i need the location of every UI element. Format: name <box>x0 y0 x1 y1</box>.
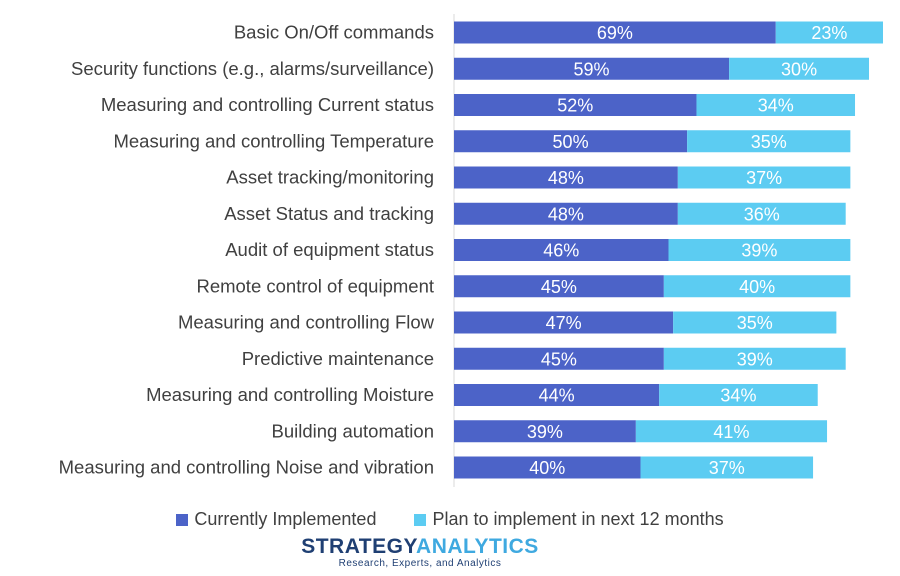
bar-plan-to-implement <box>677 166 851 189</box>
data-label: 59% <box>574 59 610 79</box>
category-label: Measuring and controlling Noise and vibr… <box>59 457 434 478</box>
legend-label-plan-to-implement: Plan to implement in next 12 months <box>432 509 724 529</box>
bar-plan-to-implement <box>687 130 851 153</box>
bar-currently-implemented <box>454 311 674 334</box>
bar-currently-implemented <box>454 420 636 443</box>
data-label: 44% <box>539 386 575 406</box>
data-label: 23% <box>811 23 847 43</box>
legend-item-plan-to-implement: Plan to implement in next 12 months <box>414 509 724 530</box>
logo-text-strategy: STRATEGY <box>301 535 417 558</box>
bar-currently-implemented <box>454 94 697 116</box>
bar-currently-implemented <box>454 347 664 370</box>
data-label: 34% <box>720 386 756 406</box>
bar-plan-to-implement <box>729 57 870 80</box>
bar-currently-implemented <box>454 21 776 44</box>
data-label: 39% <box>737 349 773 369</box>
data-label: 69% <box>597 23 633 43</box>
legend-swatch-currently-implemented <box>176 513 189 526</box>
bar-plan-to-implement <box>663 275 851 298</box>
bar-currently-implemented <box>454 57 730 80</box>
data-label: 48% <box>548 204 584 224</box>
bar-plan-to-implement <box>635 420 828 443</box>
data-label: 36% <box>744 204 780 224</box>
category-label: Remote control of equipment <box>196 275 434 296</box>
data-label: 39% <box>741 241 777 261</box>
logo-tagline: Research, Experts, and Analytics <box>338 558 502 569</box>
category-label: Security functions (e.g., alarms/surveil… <box>71 58 434 79</box>
bar-plan-to-implement <box>668 239 851 261</box>
data-label: 46% <box>543 241 579 261</box>
data-label: 47% <box>546 313 582 333</box>
legend-label-currently-implemented: Currently Implemented <box>194 509 377 529</box>
bar-currently-implemented <box>454 384 660 406</box>
data-label: 41% <box>713 422 749 442</box>
category-label: Measuring and controlling Moisture <box>146 384 434 405</box>
data-label: 35% <box>737 313 773 333</box>
data-label: 30% <box>781 59 817 79</box>
category-label: Measuring and controlling Current status <box>101 94 434 115</box>
bar-plan-to-implement <box>673 311 837 334</box>
logo-text-analytics: ANALYTICS <box>416 535 539 558</box>
data-label: 40% <box>739 277 775 297</box>
legend-swatch-plan-to-implement <box>414 513 427 526</box>
bar-currently-implemented <box>454 166 678 189</box>
data-label: 37% <box>709 458 745 478</box>
data-label: 40% <box>529 458 565 478</box>
category-label: Building automation <box>272 420 435 441</box>
legend-item-currently-implemented: Currently Implemented <box>176 509 376 530</box>
data-label: 45% <box>541 277 577 297</box>
data-label: 52% <box>557 96 593 116</box>
bar-plan-to-implement <box>640 456 814 479</box>
bar-currently-implemented <box>454 275 664 298</box>
category-label: Measuring and controlling Temperature <box>113 130 434 151</box>
bar-currently-implemented <box>454 456 641 479</box>
strategy-analytics-logo: STRATEGYANALYTICS Research, Experts, and… <box>300 536 540 570</box>
category-label: Basic On/Off commands <box>234 22 434 43</box>
legend: Currently Implemented Plan to implement … <box>0 509 900 530</box>
data-label: 39% <box>527 422 563 442</box>
bar-plan-to-implement <box>775 21 883 44</box>
bar-plan-to-implement <box>663 347 846 370</box>
data-label: 48% <box>548 168 584 188</box>
data-label: 45% <box>541 349 577 369</box>
category-label: Measuring and controlling Flow <box>178 312 435 333</box>
category-label: Audit of equipment status <box>225 239 434 260</box>
data-label: 37% <box>746 168 782 188</box>
bar-plan-to-implement <box>696 94 856 116</box>
stacked-bar-chart: Basic On/Off commands 69% 23% Security func… <box>59 14 883 487</box>
category-label: Asset tracking/monitoring <box>226 167 434 188</box>
bar-plan-to-implement <box>677 202 846 225</box>
bar-currently-implemented <box>454 239 669 261</box>
bar-currently-implemented <box>454 202 678 225</box>
data-label: 50% <box>553 132 589 152</box>
bar-currently-implemented <box>454 130 688 153</box>
category-label: Asset Status and tracking <box>224 203 434 224</box>
data-label: 34% <box>758 96 794 116</box>
category-label: Predictive maintenance <box>242 348 434 369</box>
bar-plan-to-implement <box>659 384 818 406</box>
data-label: 35% <box>751 132 787 152</box>
